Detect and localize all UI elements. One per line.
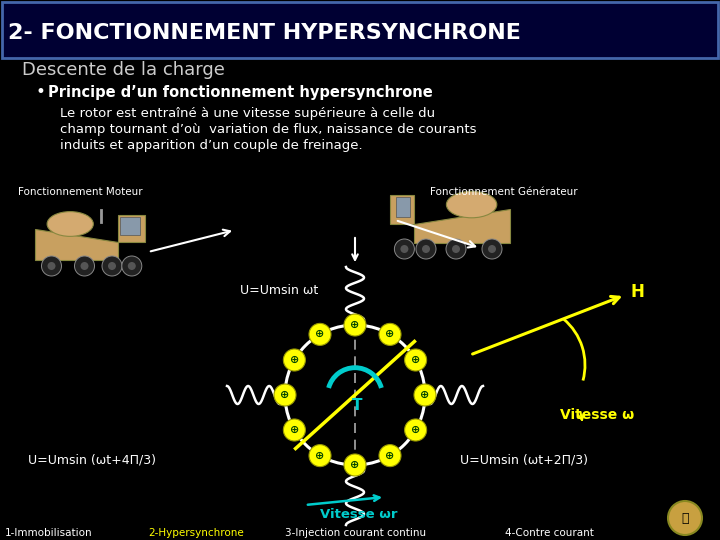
Circle shape	[488, 245, 496, 253]
Circle shape	[482, 239, 502, 259]
Text: ⊕: ⊕	[351, 320, 360, 330]
Text: ⊕: ⊕	[411, 355, 420, 365]
Polygon shape	[35, 215, 145, 260]
Circle shape	[344, 454, 366, 476]
Circle shape	[42, 256, 61, 276]
Circle shape	[416, 239, 436, 259]
FancyBboxPatch shape	[2, 2, 718, 58]
Circle shape	[48, 262, 55, 270]
Polygon shape	[390, 195, 510, 243]
Circle shape	[422, 245, 430, 253]
Text: ⊕: ⊕	[289, 355, 299, 365]
Ellipse shape	[446, 191, 497, 218]
Text: 2- FONCTIONNEMENT HYPERSYNCHRONE: 2- FONCTIONNEMENT HYPERSYNCHRONE	[8, 23, 521, 43]
Circle shape	[452, 245, 460, 253]
Text: ⊕: ⊕	[411, 425, 420, 435]
Text: 2-Hypersynchrone: 2-Hypersynchrone	[148, 528, 244, 538]
Circle shape	[379, 444, 401, 467]
Circle shape	[309, 444, 331, 467]
Text: Vitesse ω: Vitesse ω	[560, 408, 634, 422]
Text: 🏍: 🏍	[681, 511, 689, 524]
Text: induits et apparition d’un couple de freinage.: induits et apparition d’un couple de fre…	[60, 138, 363, 152]
Text: •: •	[35, 83, 45, 101]
Text: Fonctionnement Moteur: Fonctionnement Moteur	[18, 187, 143, 197]
Circle shape	[108, 262, 116, 270]
Circle shape	[405, 349, 427, 371]
Text: Le rotor est entraîné à une vitesse supérieure à celle du: Le rotor est entraîné à une vitesse supé…	[60, 106, 435, 119]
Text: Descente de la charge: Descente de la charge	[22, 61, 225, 79]
Circle shape	[274, 384, 296, 406]
Text: ⊕: ⊕	[315, 329, 325, 339]
Circle shape	[668, 501, 702, 535]
Circle shape	[309, 323, 331, 346]
Text: ⊕: ⊕	[420, 390, 430, 400]
Circle shape	[446, 239, 466, 259]
Text: U=Umsin ωt: U=Umsin ωt	[240, 284, 318, 296]
Circle shape	[400, 245, 408, 253]
Text: ⊕: ⊕	[289, 425, 299, 435]
Circle shape	[405, 419, 427, 441]
Text: ⊕: ⊕	[315, 450, 325, 461]
Circle shape	[102, 256, 122, 276]
Circle shape	[379, 323, 401, 346]
Text: 3-Injection courant continu: 3-Injection courant continu	[285, 528, 426, 538]
Circle shape	[81, 262, 89, 270]
Text: ⊕: ⊕	[351, 460, 360, 470]
FancyBboxPatch shape	[120, 217, 140, 235]
Text: ⊕: ⊕	[385, 329, 395, 339]
Circle shape	[122, 256, 142, 276]
FancyBboxPatch shape	[396, 198, 410, 217]
Circle shape	[344, 314, 366, 336]
Text: 4-Contre courant: 4-Contre courant	[505, 528, 594, 538]
Circle shape	[395, 239, 415, 259]
Text: Vitesse ωr: Vitesse ωr	[320, 509, 397, 522]
Circle shape	[414, 384, 436, 406]
Text: U=Umsin (ωt+2Π/3): U=Umsin (ωt+2Π/3)	[460, 454, 588, 467]
Circle shape	[128, 262, 136, 270]
Text: ⊕: ⊕	[280, 390, 289, 400]
Text: H: H	[630, 283, 644, 301]
Circle shape	[284, 419, 305, 441]
Text: champ tournant d’où  variation de flux, naissance de courants: champ tournant d’où variation de flux, n…	[60, 123, 477, 136]
Text: U=Umsin (ωt+4Π/3): U=Umsin (ωt+4Π/3)	[28, 454, 156, 467]
Text: T: T	[352, 397, 362, 413]
Circle shape	[74, 256, 94, 276]
Text: ⊕: ⊕	[385, 450, 395, 461]
Text: Fonctionnement Générateur: Fonctionnement Générateur	[430, 187, 577, 197]
Ellipse shape	[47, 212, 94, 237]
Text: 1-Immobilisation: 1-Immobilisation	[5, 528, 93, 538]
Text: Principe d’un fonctionnement hypersynchrone: Principe d’un fonctionnement hypersynchr…	[48, 84, 433, 99]
Circle shape	[284, 349, 305, 371]
